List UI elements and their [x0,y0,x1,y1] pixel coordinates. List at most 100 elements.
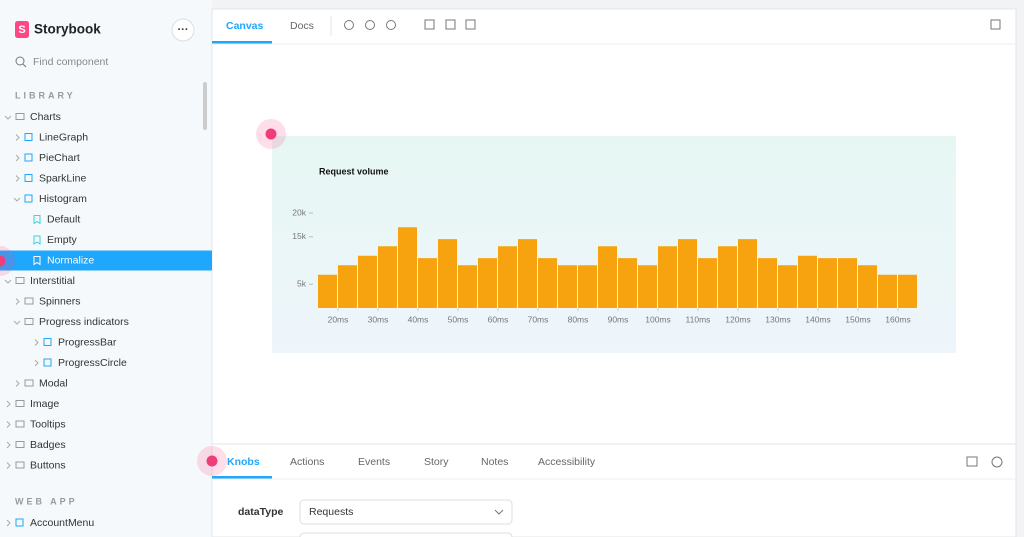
tree-item[interactable]: Spinners [39,295,80,307]
bar [838,258,857,308]
addon-tab[interactable]: Notes [481,456,508,468]
tree-item[interactable]: PieChart [39,152,80,164]
panel-orientation[interactable] [966,456,978,467]
menu-button[interactable] [171,18,195,42]
story-icon [33,235,41,245]
highlight-dot [265,128,277,140]
addon-tab[interactable]: Knobs [227,456,260,468]
bar [438,239,457,308]
grid-toggle[interactable] [424,19,435,30]
folder-icon [15,420,25,428]
close-panel[interactable] [991,456,1003,468]
tree-item[interactable]: Image [30,398,59,410]
component-icon [24,133,33,141]
bar [458,265,477,308]
addon-tab[interactable]: Story [424,456,449,468]
bar [878,274,897,308]
zoom-in[interactable] [344,20,354,30]
bar [718,246,737,308]
addon-tab-underline [212,476,272,479]
tree-item[interactable]: ProgressCircle [58,357,127,369]
selected-row [0,250,212,271]
fullscreen[interactable] [990,19,1001,30]
caret [6,421,11,428]
zoom-out[interactable] [365,20,375,30]
x-tick-label: 100ms [645,314,671,324]
x-tick-label: 20ms [328,314,349,324]
caret [6,400,11,408]
story-icon [33,256,41,266]
folder-icon [15,441,25,448]
x-tick-label: 150ms [845,314,871,324]
tree-item[interactable]: Charts [30,111,61,123]
zoom-reset[interactable] [386,20,396,30]
search-icon-handle [22,63,27,68]
tree-item[interactable]: LineGraph [39,131,88,143]
folder-icon [15,400,25,407]
x-tick-label: 130ms [765,314,791,324]
histogram: 5k 15k 20k 20ms 30ms 40ms 50ms 60ms 70ms 80ms 90ms… [292,207,917,324]
component-icon [15,518,24,527]
folder-icon [24,318,34,325]
bar [338,265,357,308]
tree-item[interactable]: Progress indicators [39,316,129,328]
bar [858,265,877,308]
x-tick-label: 140ms [805,314,831,324]
addon-tab[interactable]: Accessibility [538,456,596,468]
chart-title: Request volume [319,166,389,176]
addon-tab[interactable]: Actions [290,456,324,468]
y-tick-label: 15k [292,231,306,241]
x-tick-label: 30ms [368,314,389,324]
tab-canvas[interactable]: Canvas [226,20,264,32]
caret [4,279,12,284]
caret [34,359,39,367]
menu-dots: ··· [178,24,189,36]
caret [6,519,11,527]
component-icon [24,153,33,162]
tab-docs[interactable]: Docs [290,20,314,32]
bar [678,239,697,308]
folder-icon [24,379,34,387]
tree-item[interactable]: Interstitial [30,275,75,287]
tree-item[interactable]: Normalize [47,254,94,266]
search-field[interactable]: Find component [33,56,108,68]
tree-item[interactable]: Modal [39,377,68,389]
addon-tab[interactable]: Events [358,456,390,468]
tree-item[interactable]: SparkLine [39,172,86,184]
tree-item[interactable]: Badges [30,439,66,451]
background-toggle[interactable] [445,19,456,30]
bar [798,255,817,308]
addon-tabs: Knobs Actions Events Story Notes Accessibilit… [227,456,596,468]
bar [658,246,677,308]
bar [898,274,917,308]
knob-next [299,532,513,537]
component-icon [43,358,52,367]
x-tick-label: 80ms [568,314,589,324]
bar [758,258,777,308]
tree-item[interactable]: AccountMenu [30,517,94,529]
component-icon [24,174,33,182]
caret [6,441,11,449]
logo-letter: S [18,24,25,36]
folder-icon [15,113,25,120]
caret [6,462,11,469]
bar [738,239,757,308]
tree-item[interactable]: Histogram [39,193,87,205]
tree-item[interactable]: Empty [47,234,78,246]
tree-item[interactable]: Tooltips [30,418,66,430]
folder-icon [15,461,25,469]
x-tick-label: 40ms [408,314,429,324]
caret [4,115,12,120]
bar [398,227,417,308]
bar [598,246,617,308]
tree-item[interactable]: Buttons [30,459,66,471]
caret [15,175,20,182]
outline-toggle[interactable] [465,19,476,30]
tree-item[interactable]: Default [47,213,80,225]
caret [15,154,20,162]
brand: Storybook [34,22,101,37]
tree-item[interactable]: ProgressBar [58,336,117,348]
x-tick-label: 160ms [885,314,911,324]
knob-select[interactable] [299,499,513,525]
